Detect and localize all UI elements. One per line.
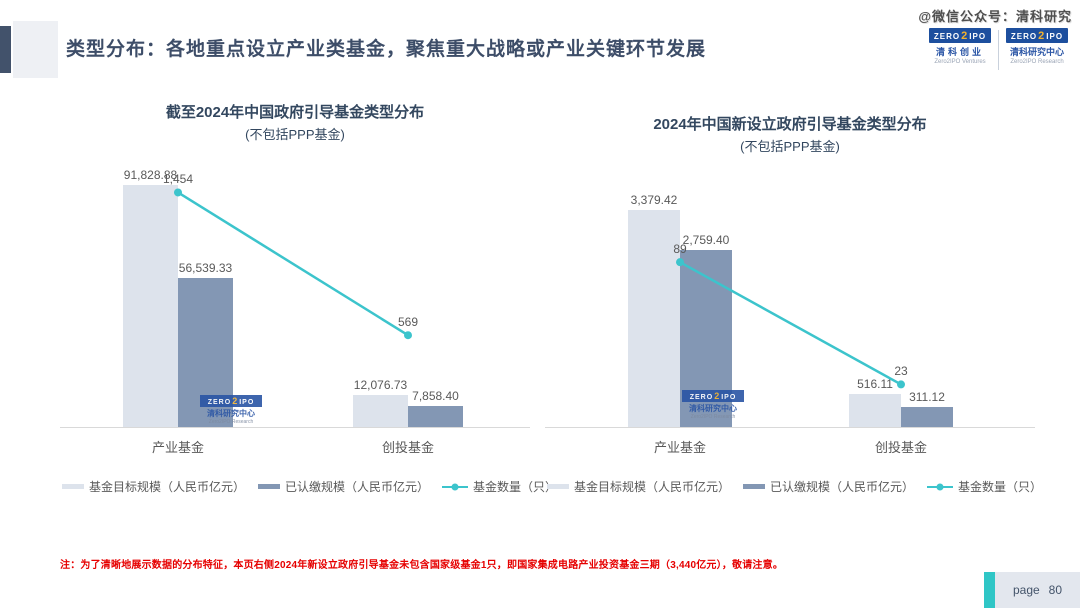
bar-value-label: 2,759.40 [682,233,730,248]
legend-item: 基金目标规模（人民币亿元） [62,478,245,495]
legend-label: 基金目标规模（人民币亿元） [89,480,246,494]
page-number-badge: page 80 [984,572,1080,608]
footnote: 注：为了清晰地展示数据的分布特征，本页右侧2024年新设立政府引导基金未包含国家… [60,560,784,571]
chart-subtitle: (不包括PPP基金) [245,127,345,142]
zero2ipo-badge-icon: ZERO2IPO [200,395,262,407]
target-scale-bar [849,393,901,427]
legend-item: 已认缴规模（人民币亿元） [743,478,914,495]
target-scale-bar [628,210,680,427]
watermark-logo-en: Zero2IPO Research [208,419,254,425]
category-axis-line [545,427,1035,428]
brand-two: 2 [1038,30,1046,42]
legend-bar-swatch-icon [258,484,281,489]
logo-zero2ipo-ventures: ZERO2IPO 清科创业 Zero2IPO Ventures [929,28,991,65]
target-scale-bar [123,185,178,427]
legend-line-swatch-icon [442,483,469,490]
chart-new-2024: 2024年中国新设立政府引导基金类型分布 (不包括PPP基金) 产业基金 3,37… [545,95,1042,520]
category-label: 创投基金 [874,440,927,455]
chart-title: 截至2024年中国政府引导基金类型分布 [165,104,425,121]
line-point-marker [404,331,412,340]
brand-two: 2 [961,30,969,42]
brand-two: 2 [232,396,239,406]
legend-line-swatch-icon [927,483,954,490]
bar-value-label: 91,828.88 [123,168,178,183]
logo-name-cn: 清科创业 [935,47,984,57]
chart-title-block: 截至2024年中国政府引导基金类型分布 (不包括PPP基金) [60,101,530,143]
legend-bar-swatch-icon [62,484,84,489]
legend-bar-swatch-icon [743,484,766,489]
brand-ipo: IPO [1046,32,1064,41]
brand-ipo: IPO [969,32,987,41]
plot-area: 产业基金 3,379.42 2,759.40 创投基金 516.11 311.12 89 23 [545,95,1035,475]
category-axis-line [60,427,530,428]
bar-value-label: 311.12 [909,390,945,405]
page-title: 类型分布：各地重点设立产业类基金，聚焦重大战略或产业关键环节发展 [66,39,707,60]
zero2ipo-badge-icon: ZERO2IPO [1006,28,1068,43]
line-value-label: 569 [397,315,419,330]
legend-item: 基金数量（只） [927,478,1042,495]
chart-cumulative-2024: 截至2024年中国政府引导基金类型分布 (不包括PPP基金) 产业基金 91,82… [60,95,557,520]
legend-item: 基金目标规模（人民币亿元） [547,478,730,495]
zero2ipo-watermark-logo: ZERO2IPO 清科研究中心 Zero2IPO Research [682,390,744,420]
zero2ipo-watermark-logo: ZERO2IPO 清科研究中心 Zero2IPO Research [200,395,262,425]
legend-label: 基金目标规模（人民币亿元） [574,480,731,494]
page-number: page 80 [995,572,1080,608]
paid-in-scale-bar [901,407,953,427]
line-value-label: 89 [673,242,687,257]
brand-zero: ZERO [689,394,714,401]
watermark-logo-en: Zero2IPO Research [690,414,736,420]
legend-label: 已认缴规模（人民币亿元） [285,480,430,494]
legend-label: 基金数量（只） [958,480,1043,494]
brand-ipo: IPO [239,399,255,406]
plot-area: 产业基金 91,828.88 56,539.33 创投基金 12,076.73 7,858… [60,95,530,475]
wechat-watermark: @微信公众号：清科研究 [918,9,1072,24]
watermark-logo-cn: 清科研究中心 [689,404,737,413]
line-value-label: 23 [894,364,908,379]
bar-value-label: 7,858.40 [412,389,459,404]
brand-ipo: IPO [721,394,737,401]
bar-value-label: 56,539.33 [178,261,233,276]
category-label: 创投基金 [381,440,434,455]
bar-value-label: 12,076.73 [353,378,408,393]
legend-bar-swatch-icon [547,484,569,489]
brand-zero: ZERO [207,399,232,406]
bar-value-label: 516.11 [857,376,893,391]
zero2ipo-badge-icon: ZERO2IPO [682,390,744,402]
page-badge-accent [984,572,995,608]
line-value-label: 1,454 [162,172,194,187]
logo-zero2ipo-research: ZERO2IPO 清科研究中心 Zero2IPO Research [1006,28,1068,65]
chart-legend: 基金目标规模（人民币亿元） 已认缴规模（人民币亿元） 基金数量（只） [547,478,1042,495]
page-value: 80 [1048,583,1063,597]
brand-logos: ZERO2IPO 清科创业 Zero2IPO Ventures ZERO2IPO… [929,28,1068,70]
logo-divider [998,30,999,70]
header-accent-light [13,21,58,78]
logo-name-en: Zero2IPO Ventures [934,59,986,65]
legend-label: 已认缴规模（人民币亿元） [770,480,915,494]
zero2ipo-badge-icon: ZERO2IPO [929,28,991,43]
chart-title-block: 2024年中国新设立政府引导基金类型分布 (不包括PPP基金) [545,113,1035,155]
logo-name-en: Zero2IPO Research [1010,59,1064,65]
logo-name-cn: 清科研究中心 [1009,47,1064,57]
page-label: page [1012,583,1040,597]
header-accent-dark [0,26,11,73]
watermark-logo-cn: 清科研究中心 [207,409,255,418]
target-scale-bar [353,395,408,427]
legend-label: 基金数量（只） [473,480,558,494]
paid-in-scale-bar [408,406,463,427]
brand-zero: ZERO [933,32,961,41]
chart-title: 2024年中国新设立政府引导基金类型分布 [653,116,927,133]
bar-value-label: 3,379.42 [630,193,678,208]
category-label: 产业基金 [151,440,204,455]
brand-zero: ZERO [1010,32,1038,41]
chart-subtitle: (不包括PPP基金) [740,139,840,154]
legend-item: 已认缴规模（人民币亿元） [258,478,429,495]
chart-legend: 基金目标规模（人民币亿元） 已认缴规模（人民币亿元） 基金数量（只） [62,478,557,495]
legend-item: 基金数量（只） [442,478,557,495]
category-label: 产业基金 [653,440,706,455]
brand-two: 2 [714,391,721,401]
